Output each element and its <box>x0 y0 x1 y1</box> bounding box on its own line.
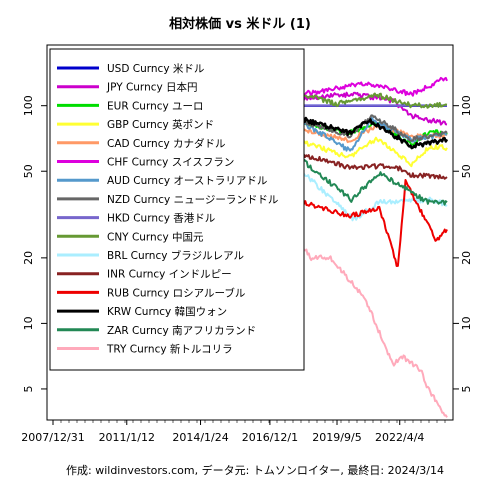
legend-label: CAD Curncy カナダドル <box>107 137 226 150</box>
y-tick-label-left: 100 <box>22 95 35 116</box>
x-tick-label: 2014/1/24 <box>172 431 228 444</box>
legend: USD Curncy 米ドル JPY Curncy 日本円 EUR Curncy ユ… <box>49 48 305 371</box>
chart-title: 相対株価 vs 米ドル (1) <box>169 16 311 32</box>
y-tick-label-left: 10 <box>22 316 35 330</box>
legend-label: TRY Curncy 新トルコリラ <box>106 343 233 356</box>
axis-layer: 5 5 10 10 20 20 50 50 100 100 2007/12/31 2011/1/12 2… <box>21 95 473 444</box>
y-tick-label-right: 10 <box>460 316 473 330</box>
y-tick-label-left: 50 <box>22 164 35 178</box>
chart-caption: 作成: wildinvestors.com, データ元: トムソンロイター, 最… <box>66 463 444 477</box>
legend-label: GBP Curncy 英ポンド <box>107 118 214 131</box>
x-tick-label: 2016/12/1 <box>242 431 298 444</box>
x-tick-label: 2011/1/12 <box>99 431 155 444</box>
x-tick-label: 2007/12/31 <box>21 431 84 444</box>
legend-label: USD Curncy 米ドル <box>107 62 204 75</box>
legend-label: NZD Curncy ニュージーランドドル <box>107 194 278 206</box>
legend-box <box>49 48 305 371</box>
legend-label: CHF Curncy スイスフラン <box>107 157 234 169</box>
y-tick-label-left: 20 <box>22 251 35 265</box>
plot-frame <box>46 44 454 421</box>
legend-label: KRW Curncy 韓国ウォン <box>107 306 227 318</box>
legend-label: EUR Curncy ユーロ <box>107 100 204 112</box>
legend-label: ZAR Curncy 南アフリカランド <box>107 324 256 337</box>
y-tick-label-left: 5 <box>22 385 35 392</box>
legend-label: INR Curncy インドルピー <box>107 269 232 281</box>
legend-label: JPY Curncy 日本円 <box>106 81 198 94</box>
y-tick-label-right: 50 <box>460 164 473 178</box>
x-tick-label: 2019/9/5 <box>312 431 361 444</box>
x-tick-label: 2022/4/4 <box>375 431 424 444</box>
legend-label: HKD Curncy 香港ドル <box>107 213 215 225</box>
legend-label: AUD Curncy オーストラリアドル <box>107 175 267 187</box>
y-tick-label-right: 5 <box>460 385 473 392</box>
legend-label: RUB Curncy ロシアルーブル <box>107 286 245 299</box>
legend-label: CNY Curncy 中国元 <box>107 230 204 243</box>
y-tick-label-right: 20 <box>460 251 473 265</box>
y-tick-label-right: 100 <box>460 95 473 116</box>
legend-label: BRL Curncy ブラジルレアル <box>107 249 244 262</box>
